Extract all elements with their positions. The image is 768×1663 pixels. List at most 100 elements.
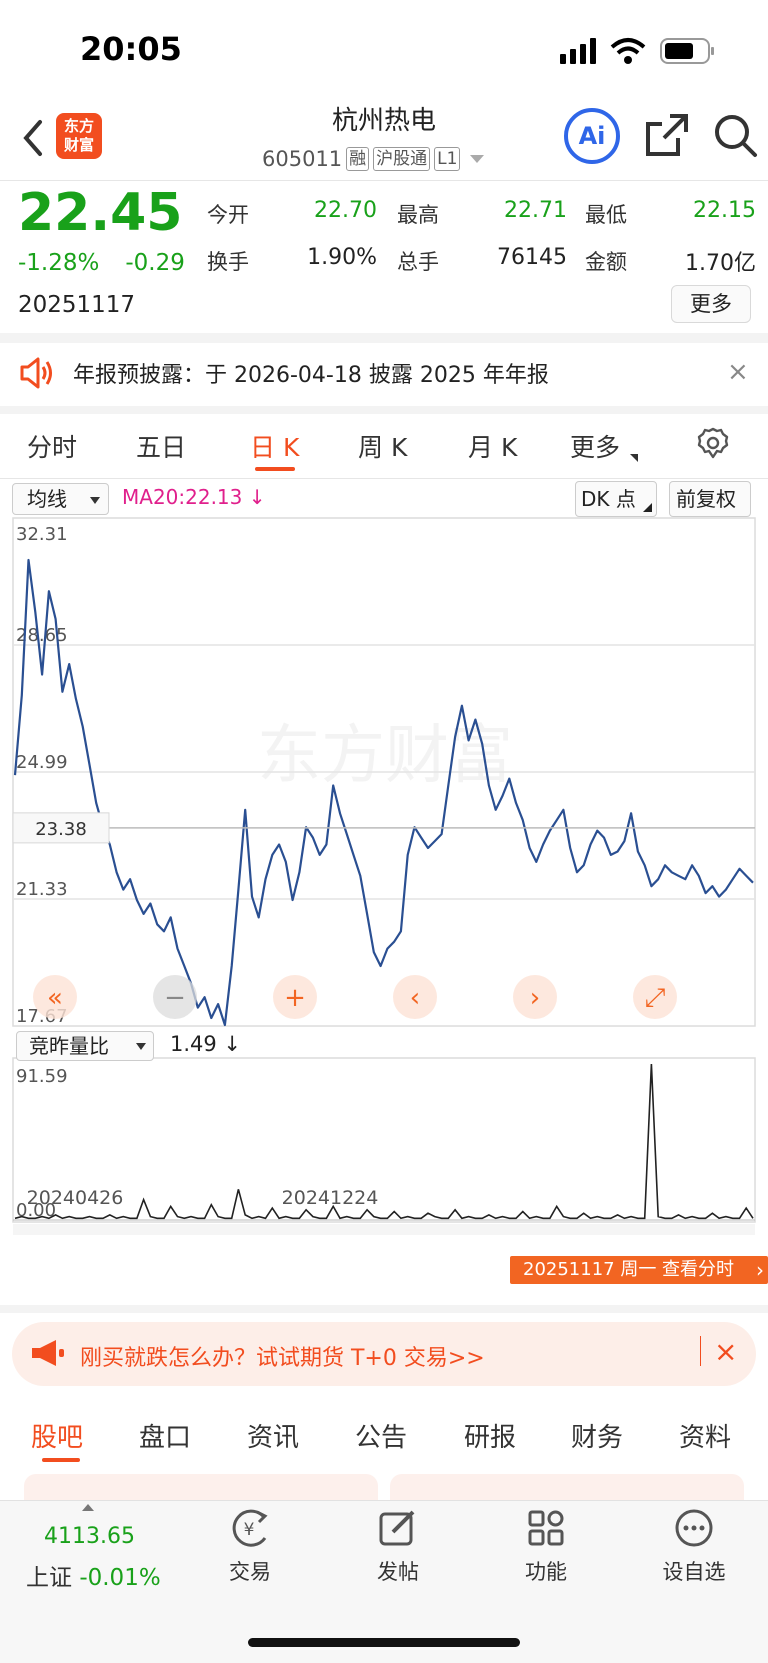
crosshair-value-box	[12, 812, 110, 844]
tab-finance[interactable]: 财务	[571, 1423, 624, 1453]
tab-intraday[interactable]: 分时	[27, 433, 78, 462]
tab-more[interactable]: 更多	[570, 428, 638, 464]
quote-field-label: 金额	[585, 250, 627, 274]
price-tick-label: 21.33	[16, 879, 68, 900]
promo-close-button[interactable]: ×	[714, 1335, 738, 1368]
index-name: 上证	[26, 1565, 72, 1591]
price-tick-label: 24.99	[16, 752, 68, 773]
corner-caret-icon	[643, 503, 652, 512]
tabbar-post-label: 发帖	[377, 1560, 419, 1584]
x-axis-date-label: 20241224	[282, 1187, 379, 1209]
ma-select-label: 均线	[27, 487, 67, 511]
fast-back-icon: «	[47, 983, 63, 1013]
index-value[interactable]: 4113.65	[44, 1524, 135, 1549]
divider	[0, 406, 768, 414]
quote-field-value: 22.71	[504, 198, 567, 223]
quote-field-label: 最低	[585, 203, 627, 227]
crosshair-value: 23.38	[35, 819, 87, 840]
gear-icon[interactable]	[696, 426, 730, 460]
edit-icon	[379, 1510, 415, 1546]
prev-button[interactable]: ‹	[393, 975, 437, 1019]
tabbar-trade-label: 交易	[229, 1560, 271, 1584]
fast-back-circle	[33, 975, 77, 1019]
date-tooltip-text: 20251117 周一 查看分时	[523, 1259, 735, 1280]
notice-close-button[interactable]: ×	[727, 357, 749, 387]
speaker-icon	[20, 357, 52, 389]
battery-icon	[660, 38, 714, 64]
active-tab-indicator	[255, 467, 295, 471]
tab-profile[interactable]: 资料	[679, 1423, 732, 1453]
watermark-logo: 东方财富	[257, 719, 513, 793]
corner-caret-icon	[629, 454, 638, 462]
zoom-in-button[interactable]: +	[273, 975, 317, 1019]
quote-field-label: 最高	[397, 203, 439, 227]
tag-level: L1	[434, 147, 461, 171]
tabbar-post[interactable]: 发帖	[348, 1508, 448, 1586]
last-price: 22.45	[18, 183, 183, 243]
more-quote-button[interactable]: 更多	[671, 285, 751, 323]
volume-series-line	[14, 1063, 754, 1220]
tab-news[interactable]: 资讯	[247, 1423, 300, 1453]
fast-back-button[interactable]: «	[33, 975, 77, 1019]
volume-indicator-select[interactable]: 竞昨量比	[16, 1031, 154, 1061]
dk-point-button[interactable]: DK 点	[575, 481, 657, 517]
tab-announcements[interactable]: 公告	[355, 1423, 408, 1453]
signal-icon	[560, 38, 596, 64]
promo-banner[interactable]	[12, 1322, 756, 1386]
megaphone-icon	[32, 1340, 64, 1366]
eastmoney-logo: 东方 财富	[56, 113, 102, 159]
quote-field-label: 换手	[207, 250, 249, 274]
ma-select[interactable]: 均线	[12, 483, 109, 515]
quote-field-label: 总手	[397, 250, 439, 274]
tab-guba[interactable]: 股吧	[31, 1423, 84, 1453]
chevron-down-icon	[90, 497, 100, 504]
index-ticker[interactable]: 上证 -0.01%	[26, 1558, 161, 1592]
next-button[interactable]: ›	[513, 975, 557, 1019]
divider	[700, 1336, 701, 1366]
home-indicator[interactable]	[248, 1638, 520, 1647]
tabbar-add-watchlist[interactable]: 设自选	[644, 1508, 744, 1586]
zoom-out-button[interactable]: −	[153, 975, 197, 1019]
adjust-button[interactable]: 前复权	[669, 481, 751, 517]
chevron-up-icon	[82, 1504, 94, 1511]
search-icon[interactable]	[712, 112, 758, 158]
ai-assistant-button[interactable]: Ai	[564, 108, 620, 164]
share-icon[interactable]	[644, 112, 690, 158]
prev-icon: ‹	[410, 983, 420, 1013]
back-icon[interactable]	[18, 118, 48, 158]
volume-tick-label: 91.59	[16, 1066, 68, 1087]
quote-field-value: 1.70亿	[685, 251, 756, 276]
quote-field-value: 76145	[497, 245, 567, 270]
tab-order-book[interactable]: 盘口	[139, 1423, 192, 1453]
index-change: -0.01%	[79, 1565, 161, 1591]
fullscreen-icon: ⤢	[645, 983, 666, 1013]
tabbar-functions[interactable]: 功能	[496, 1508, 596, 1586]
tab-monthly-k[interactable]: 月 K	[468, 433, 518, 462]
tag-margin: 融	[346, 147, 370, 171]
tab-research[interactable]: 研报	[464, 1423, 517, 1453]
tab-daily-k[interactable]: 日 K	[250, 433, 300, 462]
fullscreen-button[interactable]: ⤢	[633, 975, 677, 1019]
price-change: -1.28% -0.29	[18, 250, 185, 276]
more-icon	[675, 1509, 713, 1547]
post-card[interactable]	[390, 1474, 744, 1504]
next-icon: ›	[530, 983, 540, 1013]
grid-icon	[528, 1510, 564, 1546]
volume-select-label: 竞昨量比	[29, 1034, 109, 1058]
price-tick-label: 32.31	[16, 524, 68, 545]
post-card[interactable]	[24, 1474, 378, 1504]
divider	[0, 1305, 768, 1313]
stock-code-row[interactable]: 605011 融 沪股通 L1	[262, 147, 485, 171]
bottom-tab-bar	[0, 1500, 768, 1663]
tab-five-day[interactable]: 五日	[136, 433, 187, 462]
fullscreen-circle	[633, 975, 677, 1019]
date-tooltip[interactable]: 20251117 周一 查看分时 ›	[510, 1256, 768, 1284]
tabbar-trade[interactable]: ¥ 交易	[200, 1508, 300, 1586]
zoom-in-circle	[273, 975, 317, 1019]
active-tab-indicator	[42, 1458, 80, 1462]
notice-text[interactable]: 年报预披露：于 2026-04-18 披露 2025 年年报	[73, 363, 549, 388]
promo-text[interactable]: 刚买就跌怎么办？试试期货 T+0 交易>>	[80, 1346, 485, 1371]
tabbar-functions-label: 功能	[525, 1560, 567, 1584]
tab-weekly-k[interactable]: 周 K	[358, 433, 408, 462]
